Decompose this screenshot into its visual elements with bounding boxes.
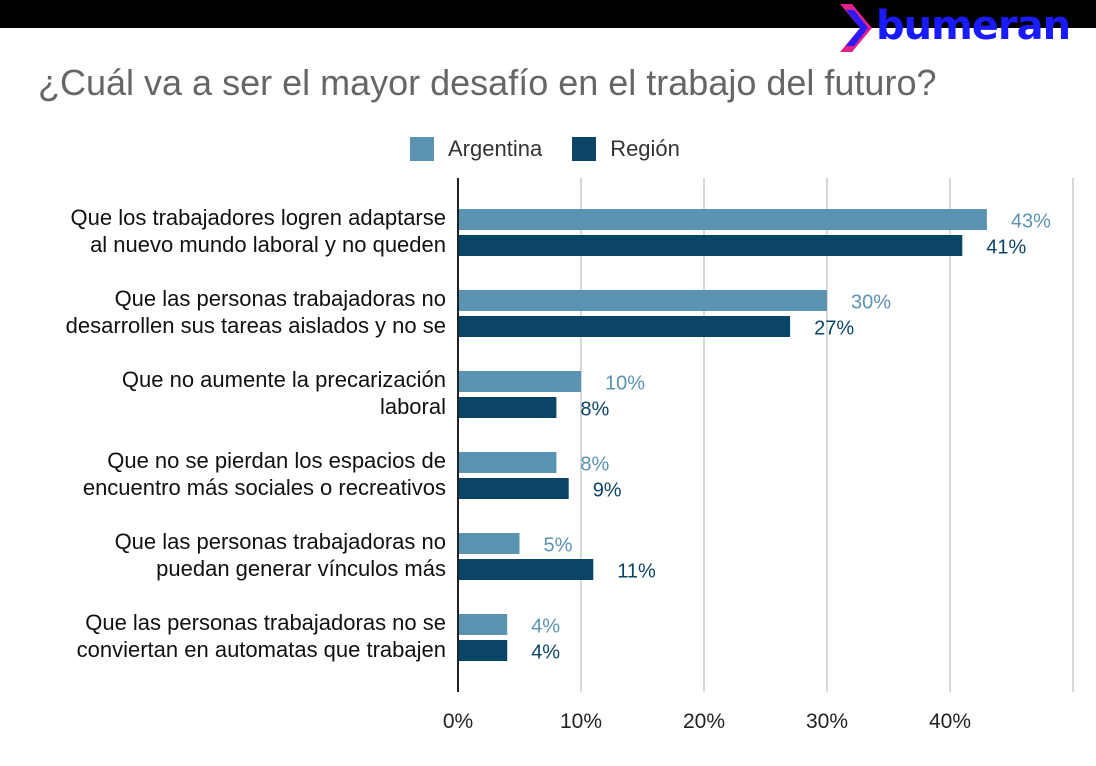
category-label-1-line-0: Que las personas trabajadoras no [114, 286, 446, 311]
legend-swatch-region [572, 137, 597, 161]
category-label-0: Que los trabajadores logren adaptarse al … [26, 204, 446, 258]
category-label-3-line-0: Que no se pierdan los espacios de [107, 448, 446, 473]
category-label-4: Que las personas trabajadoras no puedan g… [26, 528, 446, 582]
legend-item-region: Región [572, 136, 680, 162]
bar-argentina-3 [458, 452, 557, 473]
category-label-0-line-1: al nuevo mundo laboral y no queden [90, 232, 446, 257]
x-tick-label-0: 0% [443, 710, 473, 733]
category-label-2-line-1: laboral [379, 394, 446, 419]
x-tick-label-10: 10% [560, 710, 602, 733]
legend-item-argentina: Argentina [410, 136, 542, 162]
category-label-5-line-0: Que las personas trabajadoras no se [85, 610, 446, 635]
legend-label-argentina: Argentina [448, 136, 543, 161]
bar-region-4 [458, 559, 594, 580]
data-label-argentina-4: 5% [544, 535, 573, 557]
data-label-argentina-0: 43% [1011, 211, 1051, 233]
data-label-region-1: 27% [814, 318, 854, 340]
chart-title: ¿Cuál va a ser el mayor desafío en el tr… [38, 62, 937, 103]
bar-argentina-0 [458, 209, 987, 230]
category-label-3-line-1: encuentro más sociales o recreativos [82, 475, 446, 500]
category-label-5-line-1: conviertan en automatas que trabajen [76, 637, 446, 662]
logo-text: bumeran [876, 3, 1071, 49]
category-label-0-line-0: Que los trabajadores logren adaptarse [70, 205, 446, 230]
legend-swatch-argentina [410, 137, 434, 161]
x-tick-label-40: 40% [929, 710, 971, 733]
bar-region-0 [458, 235, 963, 256]
category-label-1: Que las personas trabajadoras no desarrol… [26, 285, 446, 339]
top-band [0, 0, 1096, 28]
logo-mark-icon [840, 4, 872, 52]
bar-argentina-5 [458, 614, 508, 635]
category-label-5: Que las personas trabajadoras no se convi… [26, 609, 446, 663]
data-label-region-5: 4% [531, 642, 560, 664]
bar-region-2 [458, 397, 557, 418]
brand-logo: bumeran [838, 2, 1071, 52]
data-label-region-0: 41% [986, 237, 1026, 259]
x-tick-label-20: 20% [683, 710, 725, 733]
bar-argentina-4 [458, 533, 520, 554]
bar-region-5 [458, 640, 508, 661]
legend-label-region: Región [610, 136, 680, 161]
category-label-4-line-0: Que las personas trabajadoras no [114, 529, 446, 554]
bar-region-3 [458, 478, 569, 499]
chart-legend: Argentina Región [410, 135, 710, 163]
bar-region-1 [458, 316, 791, 337]
category-label-2-line-0: Que no aumente la precarización [121, 367, 446, 392]
data-label-region-3: 9% [593, 480, 622, 502]
data-label-argentina-5: 4% [531, 616, 560, 638]
category-label-1-line-1: desarrollen sus tareas aislados y no se [65, 313, 446, 338]
data-label-argentina-1: 30% [851, 292, 891, 314]
x-tick-label-30: 30% [806, 710, 848, 733]
bar-argentina-2 [458, 371, 581, 392]
data-label-argentina-3: 8% [580, 454, 609, 476]
data-label-region-4: 11% [617, 561, 656, 583]
category-label-4-line-1: puedan generar vínculos más [156, 556, 446, 581]
data-label-argentina-2: 10% [605, 373, 645, 395]
data-label-region-2: 8% [580, 399, 609, 421]
category-label-3: Que no se pierdan los espacios de encuent… [26, 447, 446, 501]
category-label-2: Que no aumente la precarización laboral [26, 366, 446, 420]
bar-argentina-1 [458, 290, 827, 311]
